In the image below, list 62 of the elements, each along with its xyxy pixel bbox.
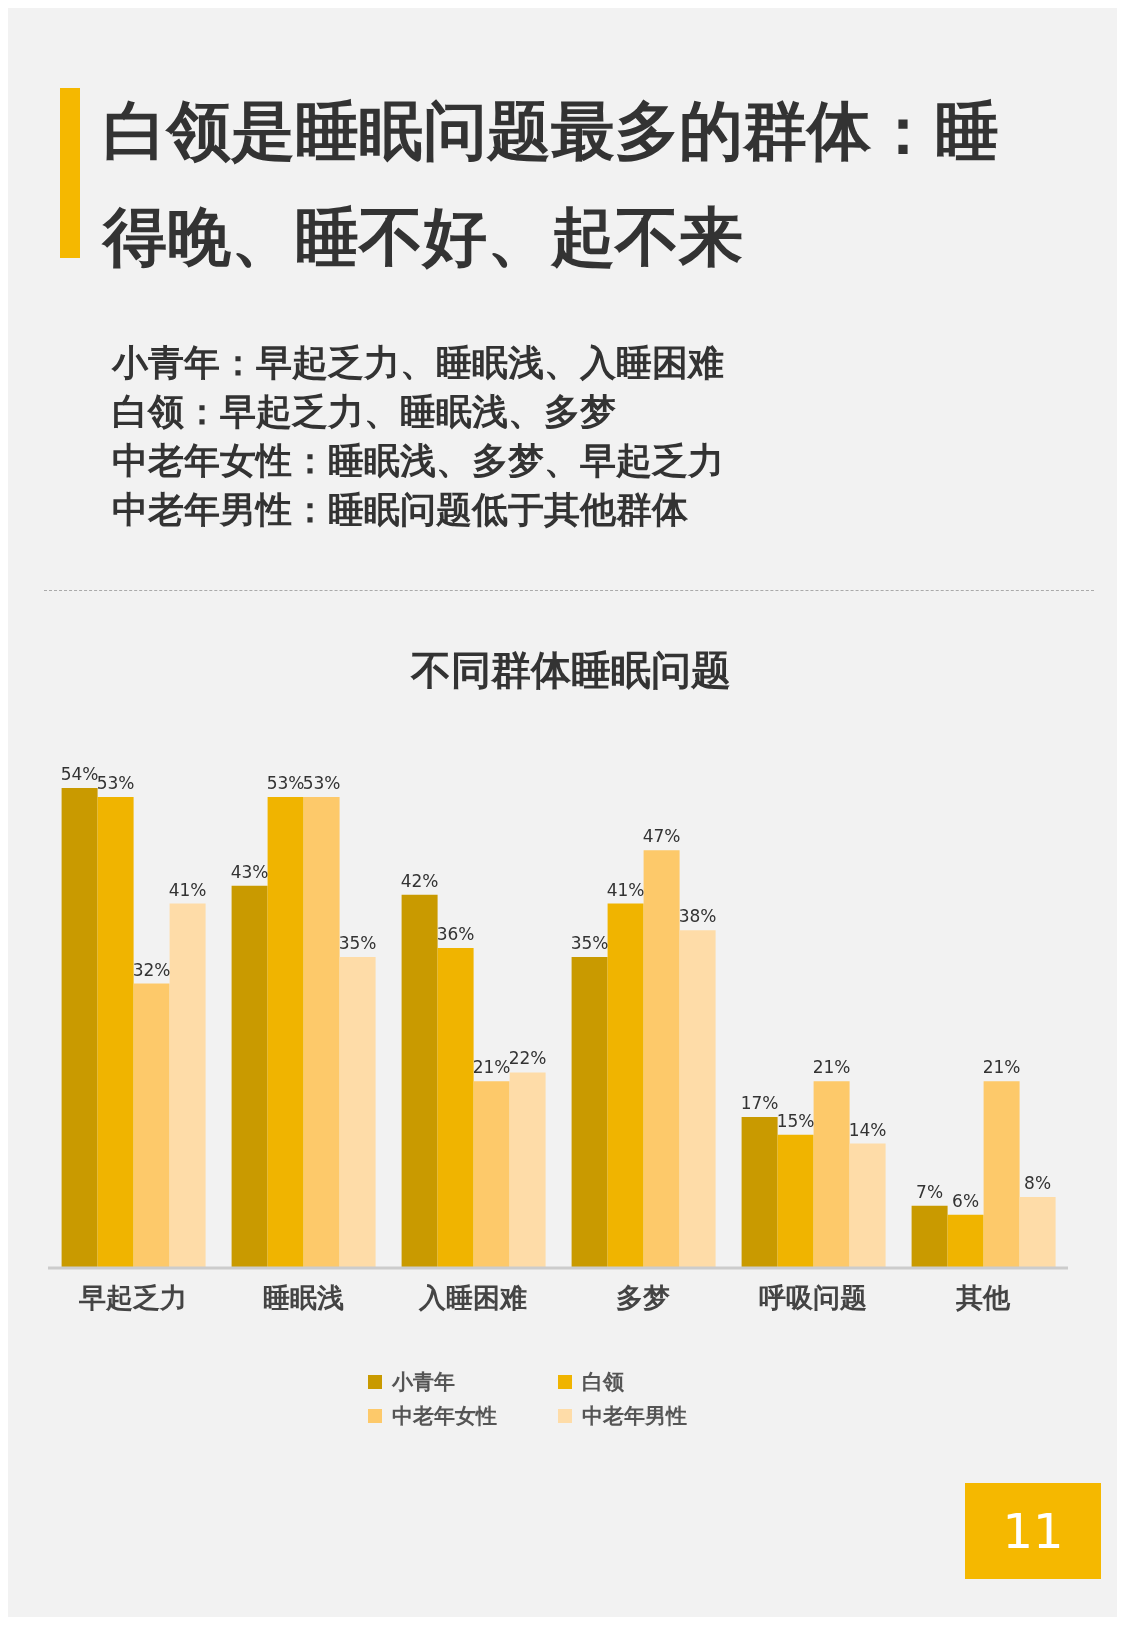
data-label: 38% [678, 906, 717, 927]
x-tick-label: 呼吸问题 [759, 1282, 867, 1314]
bar [267, 796, 304, 1268]
bar [983, 1081, 1020, 1268]
data-label: 41% [606, 879, 645, 900]
bar [509, 1072, 546, 1268]
data-label: 41% [168, 879, 207, 900]
bar [339, 956, 376, 1268]
data-label: 17% [740, 1092, 779, 1113]
data-label: 43% [230, 861, 269, 882]
data-label: 21% [982, 1057, 1021, 1078]
legend-label: 白领 [582, 1369, 624, 1396]
bar [437, 948, 474, 1268]
bar [813, 1081, 850, 1268]
data-label: 15% [776, 1110, 815, 1131]
data-label: 6% [952, 1190, 980, 1211]
bar [133, 983, 170, 1268]
bar [473, 1081, 510, 1268]
text: 中老年男性：睡眠问题低于其他群体 [112, 488, 689, 532]
bar [231, 885, 268, 1268]
x-tick-label: 早起乏力 [78, 1282, 187, 1314]
data-label: 32% [132, 959, 171, 980]
bar [97, 796, 134, 1268]
data-label: 35% [570, 932, 609, 953]
text: 小青年：早起乏力、睡眠浅、入睡困难 [112, 341, 724, 385]
data-label: 14% [848, 1119, 887, 1140]
data-label: 53% [266, 772, 305, 793]
chart-title: 白领是睡眠问题最多的群体：睡得晚、睡不好、起不来 [103, 93, 1000, 276]
x-tick-label: 入睡困难 [418, 1282, 527, 1314]
text: 11 [965, 1483, 1101, 1579]
data-label: 21% [812, 1057, 851, 1078]
data-label: 42% [400, 870, 439, 891]
bar [643, 850, 680, 1268]
bar [303, 796, 340, 1268]
bar [849, 1143, 886, 1268]
bar [679, 930, 716, 1268]
x-tick-label: 睡眠浅 [262, 1282, 344, 1314]
x-tick-label: 其他 [955, 1282, 1011, 1314]
bar [169, 903, 206, 1268]
bar [1019, 1196, 1056, 1268]
bar [61, 788, 98, 1268]
data-label: 36% [436, 924, 475, 944]
data-label: 7% [916, 1181, 944, 1202]
legend-label: 中老年女性 [392, 1403, 497, 1430]
legend-label: 中老年男性 [582, 1403, 687, 1430]
chart-subtitle: 不同群体睡眠问题 [409, 646, 732, 695]
bar [947, 1214, 984, 1268]
bar [607, 903, 644, 1268]
bar [741, 1116, 778, 1268]
bar [571, 956, 608, 1268]
x-tick-label: 多梦 [616, 1282, 670, 1314]
legend-label: 小青年 [392, 1369, 455, 1396]
text: 中老年女性：睡眠浅、多梦、早起乏力 [112, 439, 724, 483]
data-label: 35% [338, 932, 377, 953]
text: 白领：早起乏力、睡眠浅、多梦 [112, 390, 617, 434]
data-label: 47% [642, 826, 681, 847]
data-label: 54% [60, 764, 99, 784]
bar [777, 1134, 814, 1268]
data-label: 21% [472, 1057, 511, 1078]
bar [401, 894, 438, 1268]
bar [911, 1205, 948, 1268]
data-label: 8% [1024, 1172, 1052, 1193]
